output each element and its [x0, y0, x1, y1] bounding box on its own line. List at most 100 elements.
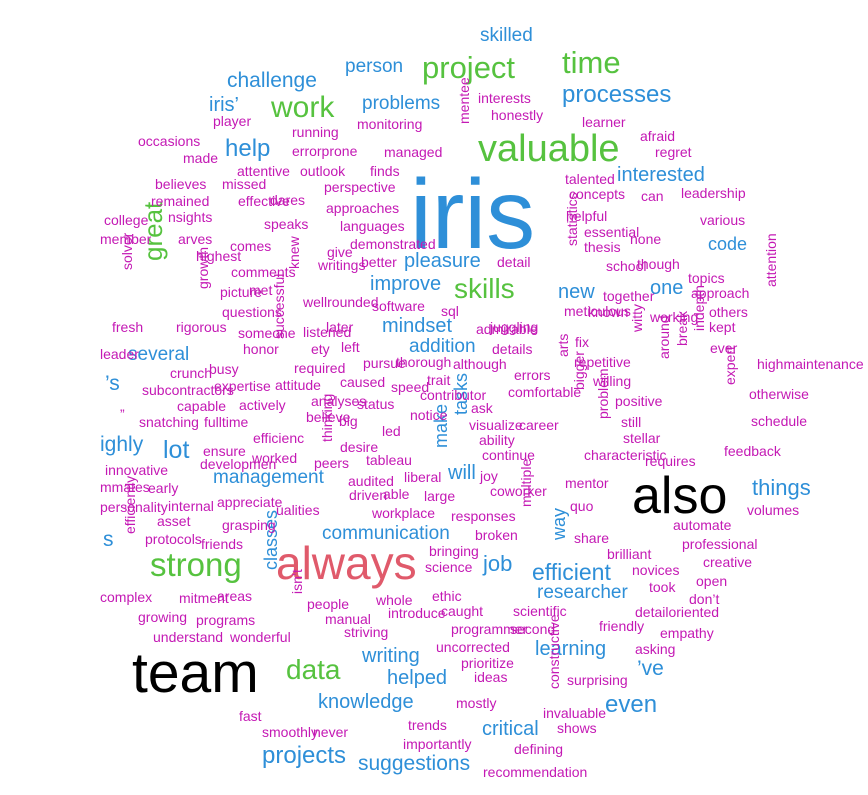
word-around: around — [656, 315, 672, 359]
word-running: running — [292, 124, 339, 140]
word-none: none — [630, 231, 662, 247]
word-will: will — [448, 462, 476, 484]
word-various: various — [700, 212, 746, 228]
word-challenge: challenge — [227, 69, 317, 92]
word-college: college — [104, 212, 149, 228]
word-creative: creative — [703, 554, 753, 570]
word-code: code — [708, 234, 748, 254]
word-importantly: importantly — [403, 736, 472, 752]
word-outlook: outlook — [300, 163, 346, 179]
word-later: later — [326, 319, 354, 335]
word-meticulous: meticulous — [564, 303, 631, 319]
word-efficienc: efficienc — [253, 430, 305, 446]
word-ethic: ethic — [432, 588, 462, 604]
word-characteristic: characteristic — [584, 447, 667, 463]
word-peers: peers — [314, 455, 350, 471]
word-otherwise: otherwise — [749, 386, 809, 402]
word-efficiently: efficiently — [122, 475, 138, 534]
word-also: also — [632, 467, 728, 525]
word-s: s — [103, 528, 114, 551]
word-asking: asking — [635, 641, 676, 657]
word-details: details — [492, 341, 533, 357]
word-workplace: workplace — [372, 505, 436, 521]
word-expert: expert — [722, 346, 738, 385]
word-comfortable: comfortable — [508, 384, 582, 400]
word-detail: detail — [497, 254, 531, 270]
word-made: made — [183, 150, 219, 166]
word-listened: listened — [303, 324, 352, 340]
word-complex: complex — [100, 589, 153, 605]
word-asset: asset — [157, 513, 191, 529]
word-witty: witty — [629, 304, 645, 332]
word-work: work — [271, 91, 335, 124]
word-monitoring: monitoring — [357, 116, 423, 132]
word-things: things — [752, 475, 811, 500]
word-person: person — [345, 56, 404, 77]
word-big: big — [339, 413, 358, 429]
word-new: new — [558, 281, 595, 303]
word-sql: sql — [441, 303, 459, 319]
word-errorprone: errorprone — [292, 143, 358, 159]
word-understand: understand — [153, 629, 224, 645]
word-honestly: honestly — [491, 107, 544, 123]
word-wonderful: wonderful — [230, 629, 291, 645]
word-liberal: liberal — [404, 469, 442, 485]
word-fix: fix — [575, 334, 589, 350]
word-languages: languages — [340, 218, 405, 234]
word-joy: joy — [480, 468, 498, 484]
word-ualities: ualities — [276, 502, 320, 518]
word-although: although — [453, 356, 507, 372]
word-volumes: volumes — [747, 502, 800, 518]
word-highmaintenance: highmaintenance — [757, 356, 864, 372]
word-strong: strong — [150, 546, 242, 583]
word-scientific: scientific — [513, 603, 567, 619]
word-highest: highest — [196, 248, 242, 264]
word-comes: comes — [230, 238, 272, 254]
word-programs: programs — [196, 612, 256, 628]
word-speed: speed — [391, 379, 430, 395]
word-statistics: statistics — [564, 192, 580, 246]
word-status: status — [357, 396, 395, 412]
word-others: others — [709, 304, 748, 320]
word-continue: continue — [482, 447, 535, 463]
word-mostly: mostly — [456, 695, 497, 711]
word-dont: don’t — [689, 591, 720, 607]
word-together: together — [603, 288, 655, 304]
word-communication: communication — [322, 523, 450, 544]
word-isnt: isn’t — [289, 569, 305, 594]
word-learning: learning — [535, 638, 607, 660]
word-questions: questions — [222, 304, 282, 320]
word-working: working — [650, 309, 699, 325]
word-requires: requires — [645, 453, 696, 469]
word-approach: approach — [691, 285, 750, 301]
word-attentive: attentive — [237, 163, 290, 179]
word-grasping: grasping — [222, 517, 276, 533]
word-whole: whole — [376, 592, 413, 608]
word-juggling: juggling — [490, 319, 539, 335]
word-skilled: skilled — [480, 25, 533, 46]
word-suggestions: suggestions — [358, 752, 471, 775]
word-honor: honor — [243, 341, 279, 357]
word-thesis: thesis — [584, 239, 621, 255]
word-open: open — [696, 573, 728, 589]
word-introduce: introduce — [388, 605, 446, 621]
word-nsights: nsights — [168, 209, 213, 225]
word-writing: writing — [362, 645, 420, 667]
word-team: team — [132, 641, 259, 705]
word-internal: internal — [168, 498, 214, 514]
word-even: even — [605, 691, 658, 718]
word-never: never — [313, 724, 349, 740]
word-picture: picture — [220, 284, 263, 300]
word-worked: worked — [252, 450, 298, 466]
word-efficient: efficient — [532, 559, 611, 585]
word-though: though — [637, 256, 680, 272]
word-mentor: mentor — [565, 475, 609, 491]
word-invaluable: invaluable — [543, 705, 607, 721]
word-effective: effective — [238, 193, 290, 209]
word-dares: dares — [270, 192, 306, 208]
word-visualize: visualize — [469, 417, 523, 433]
word-expertise: expertise — [214, 378, 271, 394]
word-subcontractors: subcontractors — [142, 382, 234, 398]
word-personality: personality — [100, 499, 168, 515]
word-management: management — [213, 467, 324, 488]
